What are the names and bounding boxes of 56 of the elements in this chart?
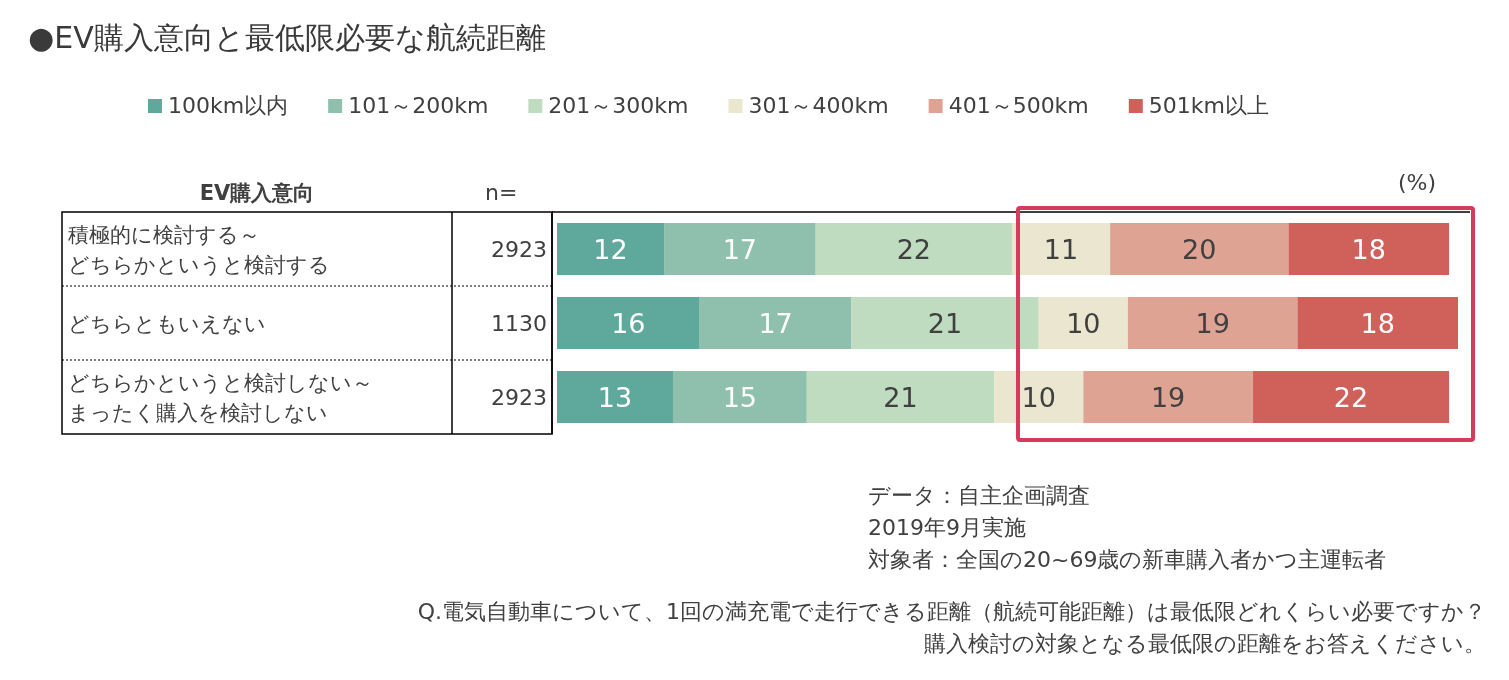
bar [672,371,807,423]
bar [1083,371,1253,423]
legend-label: 501km以上 [1148,93,1269,118]
text: 対象者：全国の20~69歳の新車購入者かつ主運転者 [868,547,1387,572]
legend-label: 301～400km [748,93,889,118]
bar [1297,297,1458,349]
text: ●EV購入意向と最低限必要な航続距離 [28,20,546,55]
text: データ：自主企画調査 [868,483,1090,508]
data-label: 17 [758,308,793,339]
data-label: 21 [927,308,963,339]
text: Q.電気自動車について、1回の満充電で走行できる距離（航続可能距離）は最低限どれくらい必要ですか？ [417,599,1486,624]
data-label: 15 [722,382,758,413]
data-label: 22 [1333,382,1369,413]
y-tick-label: どちらともいえない [68,312,266,336]
bar [815,223,1012,275]
data-label: 13 [597,382,633,413]
data-label: 17 [722,234,758,265]
text: 2019年9月実施 [868,515,1026,540]
data-label: 19 [1150,382,1186,413]
bar [557,297,700,349]
bar [1110,223,1289,275]
data-label: 22 [896,234,932,265]
y-tick-label: 積極的に検討する～どちらかというと検討する [68,223,330,277]
data-label: 11 [1043,234,1079,265]
data-label: 19 [1195,308,1230,339]
data-label: 12 [593,234,628,265]
data-label: 18 [1360,308,1395,339]
bar [851,297,1039,349]
legend-label: 401～500km [948,93,1089,118]
bar [557,223,665,275]
text: n= [485,180,518,205]
legend-label: 201～300km [548,93,689,118]
data-label: 18 [1351,234,1386,265]
legend-label: 101～200km [348,93,489,118]
data-label: 20 [1182,234,1217,265]
y-tick-label: どちらかというと検討しない～まったく購入を検討しない [68,371,373,425]
bar [1011,223,1111,275]
bar [557,371,673,423]
data-label: 21 [883,382,918,413]
bar [1127,297,1298,349]
text: 1130 [491,311,547,336]
bar [664,223,816,275]
legend-label: 100km以内 [168,93,289,118]
text: 購入検討の対象となる最低限の距離をお答えください。 [924,631,1486,656]
data-label: 16 [611,308,646,339]
bar [699,297,852,349]
bar [1038,297,1128,349]
bar [806,371,995,423]
bar [1288,223,1450,275]
bar [1252,371,1450,423]
data-label: 10 [1066,308,1101,339]
text: 2923 [491,385,547,410]
text: 2923 [491,237,547,262]
data-label: 10 [1021,382,1056,413]
y-axis-title: EV購入意向 [199,181,315,205]
x-axis-title: (%) [1397,170,1437,195]
